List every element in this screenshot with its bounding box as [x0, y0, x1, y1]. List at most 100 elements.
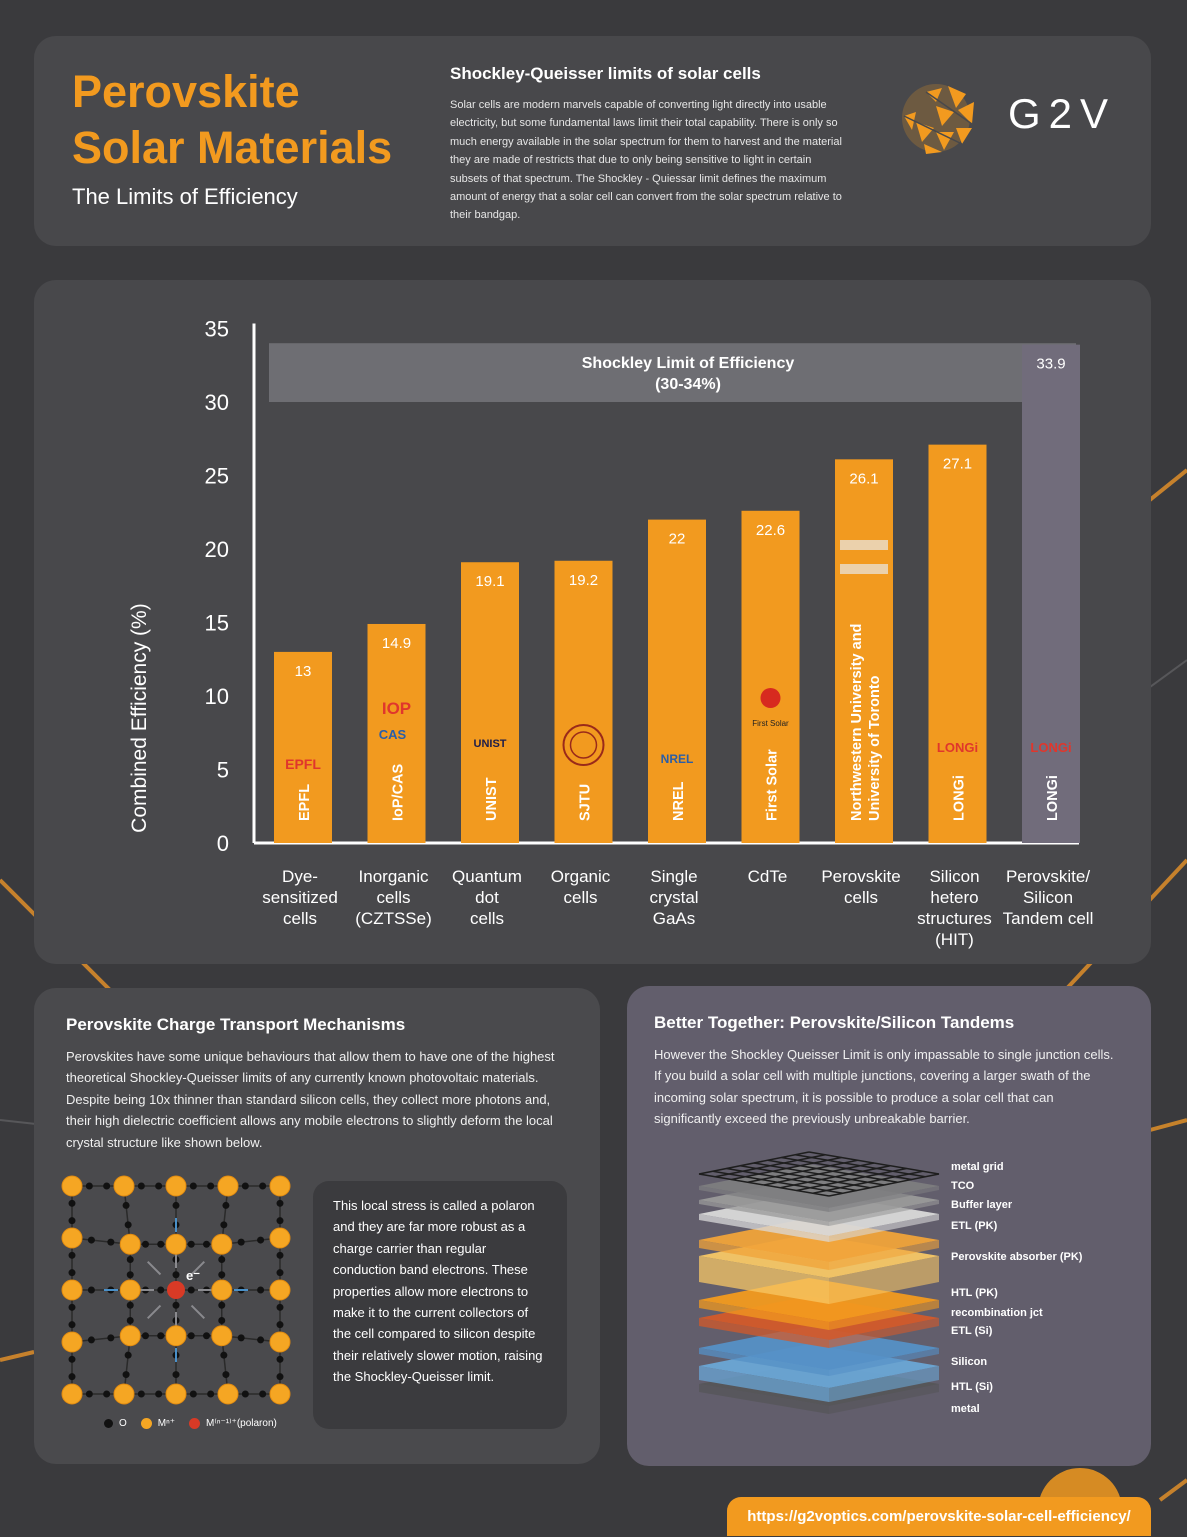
metal-atom [211, 1325, 233, 1347]
y-tick-label: 35 [205, 317, 229, 342]
category-label: hetero [930, 888, 978, 907]
label-etl-si: ETL (Si) [951, 1325, 993, 1337]
oxygen-atom [203, 1240, 211, 1248]
oxygen-atom [68, 1321, 76, 1329]
category-label: dot [475, 888, 499, 907]
unist-logo: UNIST [474, 738, 507, 750]
grid-line [781, 1156, 912, 1181]
grid-line [796, 1167, 907, 1192]
layer-top-face [699, 1326, 939, 1370]
grid-line [808, 1151, 940, 1175]
oxygen-atom [237, 1238, 245, 1246]
category-label: Silicon [929, 867, 979, 886]
metal-atom [119, 1279, 141, 1301]
title-line-1: Perovskite [72, 66, 300, 117]
category-label: (CZTSSe) [355, 909, 432, 928]
oxygen-atom [137, 1390, 145, 1398]
oxygen-atom [87, 1236, 95, 1244]
oxygen-atom [218, 1317, 226, 1325]
page-title: Perovskite Solar Materials [72, 64, 392, 176]
layer-left-face [699, 1384, 829, 1414]
oxygen-atom [126, 1255, 134, 1263]
label-htl-si: HTL (Si) [951, 1381, 993, 1393]
metal-atom [113, 1175, 135, 1197]
inward-arrow-icon [147, 1261, 162, 1276]
oxygen-atom [203, 1332, 211, 1340]
oxygen-atom [218, 1301, 226, 1309]
grid-line [767, 1159, 898, 1183]
oxygen-atom [257, 1286, 265, 1294]
category-label: CdTe [748, 867, 788, 886]
legend-polaron: M⁽ⁿ⁻¹⁾⁺(polaron) [206, 1418, 277, 1429]
iop-logo: IOP [382, 699, 411, 718]
oxygen-atom [187, 1332, 195, 1340]
oxygen-atom [124, 1351, 132, 1359]
inward-arrow-icon [190, 1304, 205, 1319]
metal-atom [269, 1331, 291, 1353]
oxygen-atom [103, 1390, 111, 1398]
g2v-sphere-icon [902, 84, 974, 154]
oxygen-atom [218, 1271, 226, 1279]
oxygen-atom [257, 1336, 265, 1344]
polaron-text: This local stress is called a polaron an… [333, 1198, 543, 1385]
oxygen-atom [189, 1182, 197, 1190]
oxygen-atom [218, 1255, 226, 1263]
sjtu-seal-inner-icon [569, 731, 598, 759]
oxygen-atom [257, 1236, 265, 1244]
metal-atom [269, 1175, 291, 1197]
bar-value-label: 13 [295, 663, 312, 680]
metal-atom [61, 1383, 83, 1405]
layer-left-face [699, 1256, 829, 1304]
category-label: Inorganic [359, 867, 429, 886]
metal-atom [61, 1175, 83, 1197]
oxygen-atom [276, 1269, 284, 1277]
category-label: cells [844, 888, 878, 907]
category-label: Organic [551, 867, 611, 886]
bar-value-label: 26.1 [849, 470, 878, 487]
layer-left-face [699, 1214, 829, 1242]
y-tick-label: 30 [205, 390, 229, 415]
bar-value-label: 22 [669, 531, 686, 548]
cas-logo: CAS [379, 727, 407, 742]
oxygen-atom [87, 1336, 95, 1344]
label-metal: metal [951, 1403, 980, 1415]
oxygen-atom [237, 1334, 245, 1342]
category-label: (HIT) [935, 930, 974, 949]
source-url-link[interactable]: https://g2voptics.com/perovskite-solar-c… [727, 1497, 1151, 1536]
layer-left-face [699, 1366, 829, 1402]
institution-label: UNIST [484, 777, 500, 821]
efficiency-bar-chart: 0 5 10 15 20 25 30 35 Combined Efficiency (%) Sho… [128, 317, 1093, 950]
y-tick-label: 10 [205, 684, 229, 709]
oxygen-atom [68, 1217, 76, 1225]
label-metal-grid: metal grid [951, 1161, 1004, 1173]
layer-right-face [829, 1240, 939, 1270]
polaron-lattice-diagram: e⁻ [61, 1175, 291, 1405]
institution-label: SJTU [578, 784, 594, 821]
oxygen-atom [85, 1390, 93, 1398]
charge-transport-panel: Perovskite Charge Transport Mechanisms P… [34, 988, 600, 1464]
bar [1022, 344, 1080, 843]
lattice-legend: O Mⁿ⁺ M⁽ⁿ⁻¹⁾⁺(polaron) [104, 1418, 277, 1429]
first-solar-logo: First Solar [752, 719, 789, 728]
layer-left-face [699, 1200, 829, 1226]
layer-left-face [699, 1300, 829, 1330]
oxygen-atom [172, 1201, 180, 1209]
oxygen-atom [126, 1317, 134, 1325]
metal-atom [269, 1227, 291, 1249]
category-label: Dye- [282, 867, 318, 886]
category-label: Quantum [452, 867, 522, 886]
metal-atom [269, 1279, 291, 1301]
y-tick-label: 25 [205, 464, 229, 489]
layer-left-face [699, 1186, 829, 1212]
layer-right-face [829, 1318, 939, 1348]
bar-value-label: 27.1 [943, 456, 972, 473]
epfl-logo: EPFL [285, 756, 321, 772]
shockley-limit-band [269, 343, 1076, 402]
oxygen-atom [122, 1201, 130, 1209]
label-recombination: recombination jct [951, 1307, 1043, 1319]
longi-logo: LONGi [937, 740, 978, 755]
oxygen-atom [220, 1221, 228, 1229]
category-label: Perovskite/ [1006, 867, 1090, 886]
bar-value-label: 33.9 [1036, 356, 1065, 373]
layer-right-face [829, 1384, 939, 1414]
